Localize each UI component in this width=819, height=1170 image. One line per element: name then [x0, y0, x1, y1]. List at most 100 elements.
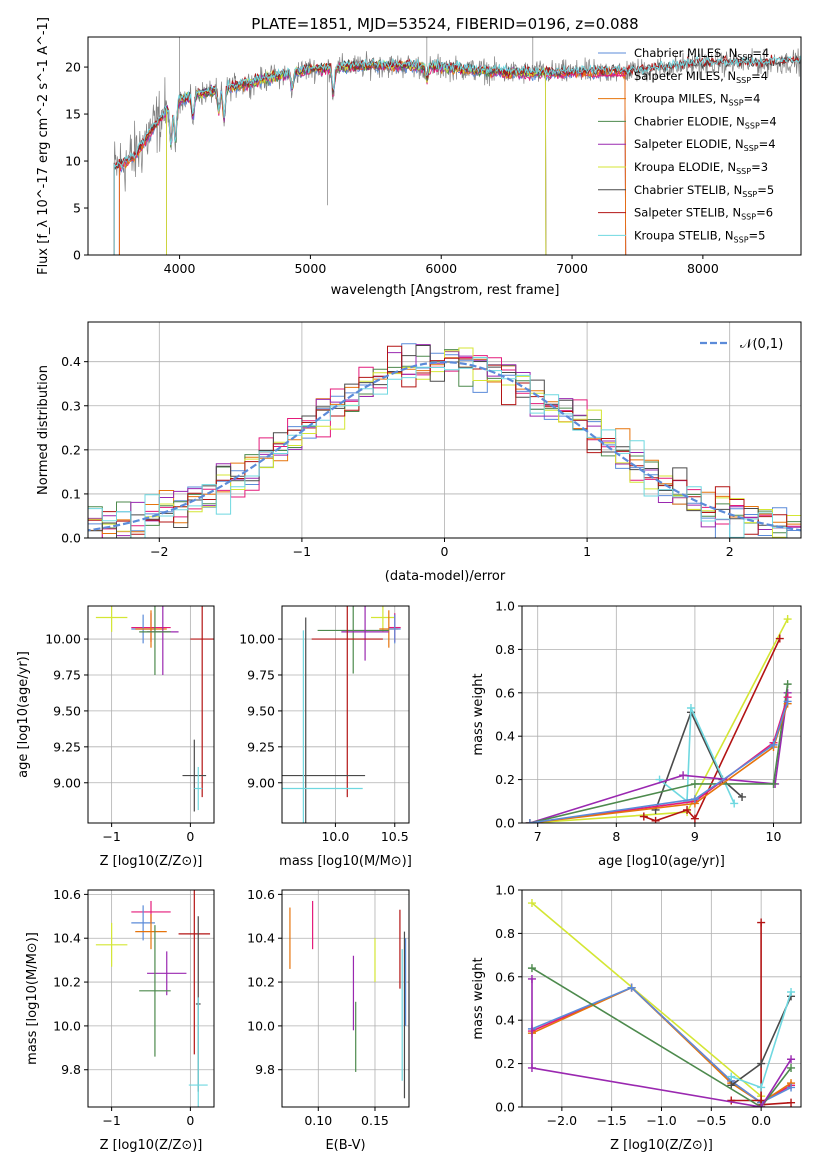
axes-frame — [281, 605, 410, 824]
y-tick-label: 0.0 — [61, 531, 81, 546]
axes-frame — [87, 889, 215, 1108]
y-tick-label: 0.4 — [495, 729, 515, 744]
model-spectrum-kroupa-elodie — [166, 59, 547, 255]
y-tick-label: 0.0 — [495, 1100, 515, 1115]
weight-marker — [527, 1063, 536, 1072]
weight-marker — [757, 1103, 766, 1107]
weight-marker — [683, 805, 692, 814]
weight-marker — [527, 974, 536, 983]
legend-subscript: SSP — [744, 144, 759, 153]
y-tick-label: 10.6 — [247, 887, 275, 902]
weight-marker — [639, 812, 648, 821]
x-tick-label: 0 — [186, 1113, 194, 1128]
y-tick-label: 1.0 — [495, 599, 515, 614]
y-tick-label: 0.2 — [495, 772, 515, 787]
legend-label: Salpeter ELODIE, NSSP=4 — [634, 137, 776, 153]
legend-subscript: SSP — [741, 213, 756, 222]
y-tick-label: 0.3 — [61, 398, 81, 413]
legend-value: =4 — [760, 114, 777, 128]
y-tick-label: 9.00 — [247, 775, 275, 790]
weight-lines — [525, 615, 792, 823]
legend-label: Chabrier STELIB, NSSP=5 — [634, 183, 774, 199]
x-tick-label: 8 — [612, 829, 620, 844]
weight-line-salpeter-elodie — [531, 979, 792, 1107]
weight-marker — [769, 779, 778, 788]
weight-line-salpeter-stelib — [731, 922, 792, 1106]
y-tick-label: 1.0 — [495, 883, 515, 898]
age-vs-mass-panel: 10.0 10.5 9.00 9.25 9.50 9.75 10.00 mass [log10… — [239, 605, 412, 869]
y-tick-label: 9.50 — [53, 703, 81, 718]
legend-value: =4 — [751, 69, 768, 83]
weight-marker — [787, 987, 796, 996]
weight-marker — [627, 983, 636, 992]
y-tick-label: 0 — [73, 248, 81, 263]
y-tick-label: 0.6 — [495, 685, 515, 700]
model-spectrum-kroupa-stelib — [113, 55, 801, 255]
axes-frame — [87, 321, 802, 539]
weight-marker — [757, 1083, 766, 1092]
weight-line-kroupa-elodie — [531, 902, 762, 1097]
y-tick-label: 0.6 — [495, 969, 515, 984]
legend-subscript: SSP — [742, 190, 757, 199]
error-bars — [282, 606, 401, 823]
x-tick-label: −2.0 — [547, 1113, 577, 1128]
legend-label: Kroupa MILES, NSSP=4 — [634, 92, 760, 108]
histograms — [88, 343, 801, 538]
spectrum-panel: 4000 5000 6000 7000 8000 0 5 10 15 20 wavelength [… — [36, 17, 802, 298]
x-axis-label: Z [log10(Z/Z⊙)] — [610, 1138, 713, 1153]
model-spectrum-chabrier-stelib — [113, 54, 801, 255]
x-tick-label: 2 — [726, 544, 734, 559]
x-tick-label: 0 — [186, 829, 194, 844]
x-tick-label: 0.0 — [751, 1113, 771, 1128]
y-tick-label: 9.75 — [53, 667, 81, 682]
axes-frame — [521, 889, 802, 1108]
weight-marker — [783, 697, 792, 706]
weight-marker — [757, 918, 766, 927]
weight-line-kroupa-stelib — [659, 707, 735, 804]
y-tick-label: 0.4 — [495, 1013, 515, 1028]
error-bars — [95, 606, 214, 812]
legend-subscript: SSP — [736, 76, 751, 85]
weight-line-chabrier-elodie — [531, 967, 792, 1107]
x-tick-label: 1 — [583, 544, 591, 559]
y-tick-label: 0.8 — [495, 642, 515, 657]
x-tick-label: 9 — [691, 829, 699, 844]
legend-subscript: SSP — [734, 235, 749, 244]
legend-subscript: SSP — [736, 167, 751, 176]
x-tick-label: 7000 — [556, 261, 588, 276]
y-axis-label: mass weight — [471, 673, 486, 755]
mass-vs-ebv-panel: 0.10 0.15 9.8 10.0 10.2 10.4 10.6 E(B-V) — [247, 887, 410, 1153]
legend-label: Kroupa STELIB, NSSP=5 — [634, 228, 765, 244]
x-tick-label: −1 — [293, 544, 311, 559]
y-tick-label: 10.4 — [247, 931, 275, 946]
age-vs-metallicity-panel: −1 0 9.00 9.25 9.50 9.75 10.00 Z [log10(Z/Z⊙)] a… — [16, 605, 215, 869]
x-axis-label: Z [log10(Z/Z⊙)] — [100, 854, 203, 869]
axes-frame — [281, 889, 410, 1108]
weight-marker — [527, 964, 536, 973]
weight-line-chabrier-stelib — [654, 710, 743, 811]
weight-marker — [527, 899, 536, 908]
y-tick-label: 20 — [65, 60, 81, 75]
y-tick-label: 10.2 — [53, 975, 81, 990]
x-tick-label: 6000 — [425, 261, 457, 276]
weight-marker — [769, 740, 778, 749]
weight-marker — [787, 1055, 796, 1064]
y-tick-label: 0.1 — [61, 486, 81, 501]
x-tick-label: 8000 — [687, 261, 719, 276]
x-axis-label: age [log10(age/yr)] — [598, 854, 725, 869]
model-spectrum-salpeter-stelib — [113, 54, 801, 255]
x-tick-label: 7 — [534, 829, 542, 844]
legend-value: =5 — [749, 228, 766, 242]
weight-marker — [738, 792, 747, 801]
y-tick-label: 9.25 — [247, 739, 275, 754]
weight-vs-age-panel: 7 8 9 10 0.0 0.2 0.4 0.6 0.8 1.0 age [log10(age/yr… — [471, 599, 802, 869]
axes-frame — [87, 605, 215, 824]
axes-frame — [87, 36, 802, 256]
y-tick-label: 9.00 — [53, 775, 81, 790]
legend-value: =6 — [756, 206, 773, 220]
legend-subscript: SSP — [737, 53, 752, 62]
legend-label: 𝒩(0,1) — [740, 337, 783, 352]
weight-marker — [727, 1072, 736, 1081]
weight-marker — [787, 1083, 796, 1092]
y-tick-label: 0.2 — [61, 442, 81, 457]
